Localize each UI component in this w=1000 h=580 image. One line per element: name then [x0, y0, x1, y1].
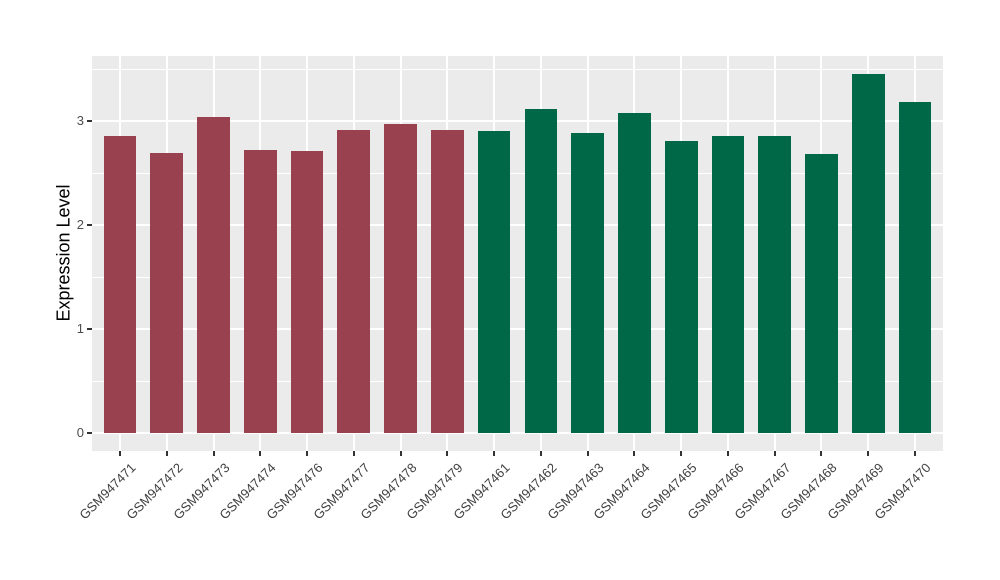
h-gridline-major [92, 432, 943, 435]
x-tick-mark [212, 451, 215, 456]
x-tick-mark [493, 451, 496, 456]
x-tick-mark [726, 451, 729, 456]
x-tick-mark [680, 451, 683, 456]
h-gridline-minor [92, 69, 943, 70]
h-gridline-major [92, 120, 943, 123]
bar-GSM947477 [337, 129, 371, 434]
bar-GSM947462 [524, 109, 558, 434]
y-tick-label: 0 [76, 425, 84, 441]
x-tick-mark [539, 451, 542, 456]
x-tick-mark [352, 451, 355, 456]
bar-GSM947468 [805, 153, 838, 434]
bar-GSM947476 [290, 150, 324, 434]
x-tick-mark [446, 451, 449, 456]
x-tick-mark [119, 451, 122, 456]
h-gridline-minor [92, 172, 943, 174]
x-tick-mark [306, 451, 309, 456]
x-tick-mark [820, 451, 823, 456]
x-tick-mark [867, 451, 870, 456]
y-tick-label: 3 [76, 113, 84, 129]
bar-GSM947470 [898, 101, 932, 434]
y-tick-mark [87, 328, 92, 331]
bar-GSM947465 [664, 141, 698, 434]
bar-GSM947473 [197, 117, 230, 434]
x-tick-mark [165, 451, 168, 456]
y-tick-mark [87, 224, 92, 227]
bar-GSM947478 [384, 123, 417, 434]
bar-GSM947474 [243, 149, 277, 434]
plot-panel [92, 56, 943, 451]
bar-GSM947472 [150, 152, 184, 434]
bar-GSM947461 [477, 130, 511, 434]
x-tick-mark [586, 451, 589, 456]
x-tick-mark [259, 451, 262, 456]
h-gridline-minor [92, 276, 943, 278]
x-tick-mark [913, 451, 916, 456]
bar-GSM947464 [618, 113, 651, 434]
bar-GSM947466 [711, 136, 745, 434]
x-tick-mark [773, 451, 776, 456]
bar-GSM947471 [103, 136, 137, 434]
bar-GSM947479 [430, 129, 464, 434]
h-gridline-major [92, 328, 943, 331]
y-tick-label: 2 [76, 217, 84, 233]
y-tick-mark [87, 120, 92, 123]
h-gridline-minor [92, 380, 943, 382]
x-tick-mark [633, 451, 636, 456]
y-tick-label: 1 [76, 321, 84, 337]
x-tick-mark [399, 451, 402, 456]
y-tick-mark [87, 432, 92, 435]
h-gridline-major [92, 224, 943, 227]
bar-GSM947463 [571, 132, 604, 434]
bar-GSM947469 [851, 73, 885, 434]
bar-GSM947467 [758, 136, 792, 434]
y-axis-title: Expression Level [53, 184, 74, 322]
